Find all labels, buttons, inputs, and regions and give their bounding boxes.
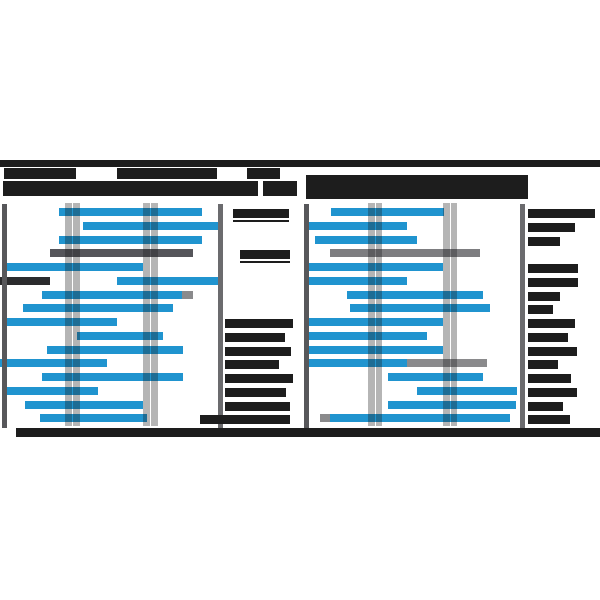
recession-band	[143, 203, 150, 426]
recession-band	[65, 203, 72, 426]
range-bar	[0, 359, 107, 368]
panel-title-text-block	[117, 168, 217, 179]
range-bar	[388, 400, 516, 409]
panel-boundary-line	[218, 204, 223, 428]
category-label-underline	[233, 220, 289, 222]
category-label-block	[233, 209, 289, 218]
range-bar	[330, 414, 510, 423]
annotation-label-block	[528, 374, 571, 383]
recession-band	[376, 203, 382, 426]
range-bar	[40, 414, 147, 423]
category-label-block	[225, 401, 290, 411]
range-bar	[388, 373, 483, 381]
annotation-label-block	[528, 209, 595, 218]
panel-title-text-block	[4, 168, 76, 179]
range-bar	[307, 359, 407, 368]
annotation-label-block	[528, 332, 568, 342]
range-bar	[315, 235, 417, 244]
range-bar	[4, 318, 117, 326]
panel-title-text-block	[306, 175, 528, 199]
annotation-label-block	[528, 305, 553, 315]
range-bar	[308, 276, 407, 285]
range-bar	[23, 304, 173, 313]
category-label-block	[200, 415, 290, 425]
range-bar	[308, 221, 407, 230]
range-bar	[25, 400, 143, 409]
annotation-label-block	[528, 277, 578, 287]
category-label-block	[240, 250, 290, 260]
range-bar	[42, 373, 183, 381]
annotation-label-block	[528, 387, 577, 397]
annotation-label-block	[528, 222, 575, 232]
range-bar	[305, 345, 443, 354]
range-bar	[117, 276, 220, 285]
secondary-bar	[407, 359, 487, 368]
category-label-block	[225, 374, 293, 383]
recession-band	[368, 203, 375, 426]
category-label-block	[225, 387, 286, 397]
range-bar	[59, 208, 202, 216]
secondary-bar	[182, 290, 193, 299]
range-bar	[307, 318, 443, 326]
range-bar	[4, 263, 143, 271]
range-bar	[47, 345, 183, 354]
recession-band	[151, 203, 158, 426]
range-bar	[59, 235, 202, 244]
annotation-label-block	[528, 291, 560, 301]
recession-band	[443, 203, 450, 426]
axis-line	[2, 204, 7, 428]
top-rule	[0, 160, 600, 167]
bottom-rule	[16, 428, 600, 437]
category-label-block	[225, 346, 291, 356]
annotation-label-block	[528, 264, 578, 273]
range-bar	[331, 208, 444, 216]
annotation-label-block	[528, 319, 575, 328]
annotation-label-block	[528, 401, 563, 411]
range-bar	[77, 331, 163, 340]
panel-boundary-line	[520, 204, 525, 428]
panel-title-text-block	[3, 181, 258, 196]
annotation-label-block	[528, 236, 560, 246]
annotation-label-block	[528, 346, 577, 356]
secondary-bar	[320, 414, 330, 423]
category-label-block	[225, 332, 285, 342]
axis-line	[304, 204, 309, 428]
recession-band	[73, 203, 80, 426]
range-bar	[350, 304, 490, 313]
annotation-label-block	[528, 360, 558, 370]
range-bar	[4, 386, 98, 395]
category-label-block	[225, 360, 279, 370]
secondary-bar	[50, 249, 193, 258]
panel-title-text-block	[247, 168, 280, 179]
category-label-block	[225, 319, 293, 328]
panel-title-text-block	[263, 181, 297, 196]
recession-band	[451, 203, 457, 426]
range-bar	[305, 331, 427, 340]
range-bar	[42, 290, 182, 299]
annotation-label-block	[528, 415, 570, 425]
range-bar	[347, 290, 483, 299]
category-label-underline	[240, 261, 290, 264]
secondary-bar	[0, 276, 50, 285]
range-bar	[308, 263, 443, 271]
range-bar	[83, 221, 218, 230]
range-bar	[417, 386, 517, 395]
secondary-bar	[330, 249, 480, 258]
